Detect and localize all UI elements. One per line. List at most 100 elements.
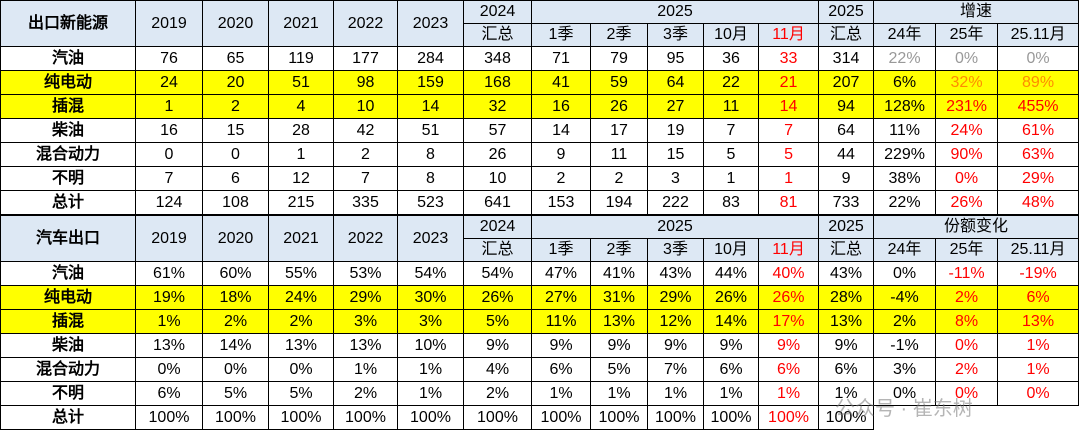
header-2024: 2024 bbox=[463, 215, 532, 239]
data-cell: 9% bbox=[531, 333, 591, 358]
data-cell: 100% bbox=[333, 405, 398, 430]
header-group: 增速 bbox=[873, 0, 1080, 24]
data-cell: 24 bbox=[135, 70, 203, 95]
data-cell-text: 2% bbox=[223, 312, 248, 330]
header-period: 2季 bbox=[590, 238, 648, 262]
data-cell: 54% bbox=[463, 261, 532, 286]
data-cell-text: 1% bbox=[663, 384, 688, 402]
data-cell-text: 348 bbox=[484, 49, 511, 67]
data-cell: 0% bbox=[202, 357, 269, 382]
data-cell-text: 15 bbox=[666, 145, 685, 163]
data-cell: 7 bbox=[703, 118, 759, 143]
header-period: 10月 bbox=[703, 23, 759, 47]
data-cell-text: 1% bbox=[157, 312, 181, 330]
data-cell: 231% bbox=[935, 94, 999, 119]
header-year-text: 2022 bbox=[347, 14, 384, 32]
data-cell: 94 bbox=[818, 94, 875, 119]
data-cell: 8 bbox=[397, 142, 464, 167]
data-cell-text: 0% bbox=[289, 360, 313, 378]
data-cell-text: 29% bbox=[349, 288, 382, 306]
data-cell: 63% bbox=[997, 142, 1080, 167]
header-right: 24年 bbox=[873, 23, 937, 47]
data-cell: 8 bbox=[397, 166, 464, 191]
data-cell-text: 10 bbox=[488, 169, 507, 187]
data-cell-text: 33 bbox=[779, 49, 798, 67]
data-cell-text: 18% bbox=[219, 288, 252, 306]
data-cell: 48% bbox=[997, 190, 1080, 215]
data-cell-text: 2% bbox=[954, 288, 979, 306]
data-cell-text: 100% bbox=[148, 408, 190, 426]
data-cell: 2% bbox=[333, 381, 398, 406]
data-cell-text: 26 bbox=[488, 145, 507, 163]
data-cell: 1% bbox=[997, 333, 1080, 358]
header-year: 2022 bbox=[333, 0, 398, 47]
data-cell-text: 8 bbox=[426, 169, 435, 187]
row-label: 插混 bbox=[0, 94, 136, 119]
data-cell: 27 bbox=[647, 94, 704, 119]
data-cell-text: 4 bbox=[296, 97, 306, 115]
row-label: 插混 bbox=[0, 309, 136, 334]
data-cell-text: 523 bbox=[417, 193, 444, 211]
data-cell: -19% bbox=[997, 261, 1080, 286]
data-cell: 2 bbox=[531, 166, 591, 191]
data-cell: 2% bbox=[873, 309, 937, 334]
data-cell: 100% bbox=[590, 405, 648, 430]
data-cell-text: 229% bbox=[884, 145, 925, 163]
data-cell: 0 bbox=[135, 142, 203, 167]
data-cell: 54% bbox=[397, 261, 464, 286]
data-cell: 641 bbox=[463, 190, 532, 215]
header-year-text: 2021 bbox=[283, 229, 319, 247]
data-cell: 124 bbox=[135, 190, 203, 215]
data-cell-text: 15 bbox=[226, 121, 245, 139]
data-table: 出口新能源 2019 2020 2021 2022 2023 2024 2025 2025 增速汇… bbox=[0, 0, 1080, 215]
data-cell: 5% bbox=[202, 381, 269, 406]
data-cell: 17 bbox=[590, 118, 648, 143]
data-cell: 22% bbox=[873, 190, 937, 215]
data-cell-text: 44 bbox=[837, 145, 855, 163]
header-year-text: 2022 bbox=[347, 229, 384, 247]
data-cell: 1 bbox=[268, 142, 334, 167]
data-cell-text: 12 bbox=[292, 169, 310, 187]
data-cell: 0 bbox=[202, 142, 269, 167]
data-cell: 100% bbox=[135, 405, 203, 430]
row-label-text: 柴油 bbox=[51, 121, 84, 139]
data-cell: 60% bbox=[202, 261, 269, 286]
data-cell-text: 13% bbox=[349, 336, 382, 354]
data-cell-text: -19% bbox=[1019, 264, 1057, 282]
data-cell: 98 bbox=[333, 70, 398, 95]
data-cell: 40% bbox=[757, 261, 820, 286]
data-cell-text: 9% bbox=[485, 336, 510, 354]
data-cell: 2% bbox=[463, 381, 532, 406]
data-cell-text: 7 bbox=[164, 169, 174, 187]
data-cell: 2 bbox=[202, 94, 269, 119]
data-cell: 7% bbox=[647, 357, 704, 382]
data-cell: 83 bbox=[703, 190, 759, 215]
data-cell: 100% bbox=[531, 405, 591, 430]
data-cell: 5% bbox=[268, 381, 334, 406]
data-cell: 61% bbox=[997, 118, 1080, 143]
header-2025: 2025 bbox=[818, 0, 875, 24]
data-cell-text: 153 bbox=[547, 193, 575, 211]
data-cell-text: 335 bbox=[352, 193, 379, 211]
data-cell-text: 2% bbox=[954, 360, 979, 378]
data-cell: 57 bbox=[463, 118, 532, 143]
data-cell-text: 14 bbox=[779, 97, 798, 115]
data-cell: 3 bbox=[647, 166, 704, 191]
data-cell-text: 6 bbox=[231, 169, 240, 187]
data-cell-text: 59 bbox=[610, 73, 628, 91]
data-cell-text: 7 bbox=[726, 121, 736, 139]
header-2024-sub: 汇总 bbox=[463, 23, 532, 47]
data-cell: 12 bbox=[268, 166, 334, 191]
data-cell-text: 455% bbox=[1017, 97, 1059, 115]
header-right-text: 25年 bbox=[949, 241, 984, 258]
data-cell-text: 0 bbox=[164, 145, 174, 163]
data-cell-text: 0% bbox=[892, 264, 917, 282]
data-row: 插混 1 2 4 10 14 32 16 26 27 11 14 94 128% 231% 455% bbox=[0, 94, 1080, 119]
data-cell: 153 bbox=[531, 190, 591, 215]
header-period-text: 10月 bbox=[714, 26, 748, 43]
row-label-text: 混合动力 bbox=[35, 145, 100, 163]
header-period: 3季 bbox=[647, 238, 704, 262]
data-cell: 41% bbox=[590, 261, 648, 286]
data-cell-text: 8 bbox=[426, 145, 435, 163]
